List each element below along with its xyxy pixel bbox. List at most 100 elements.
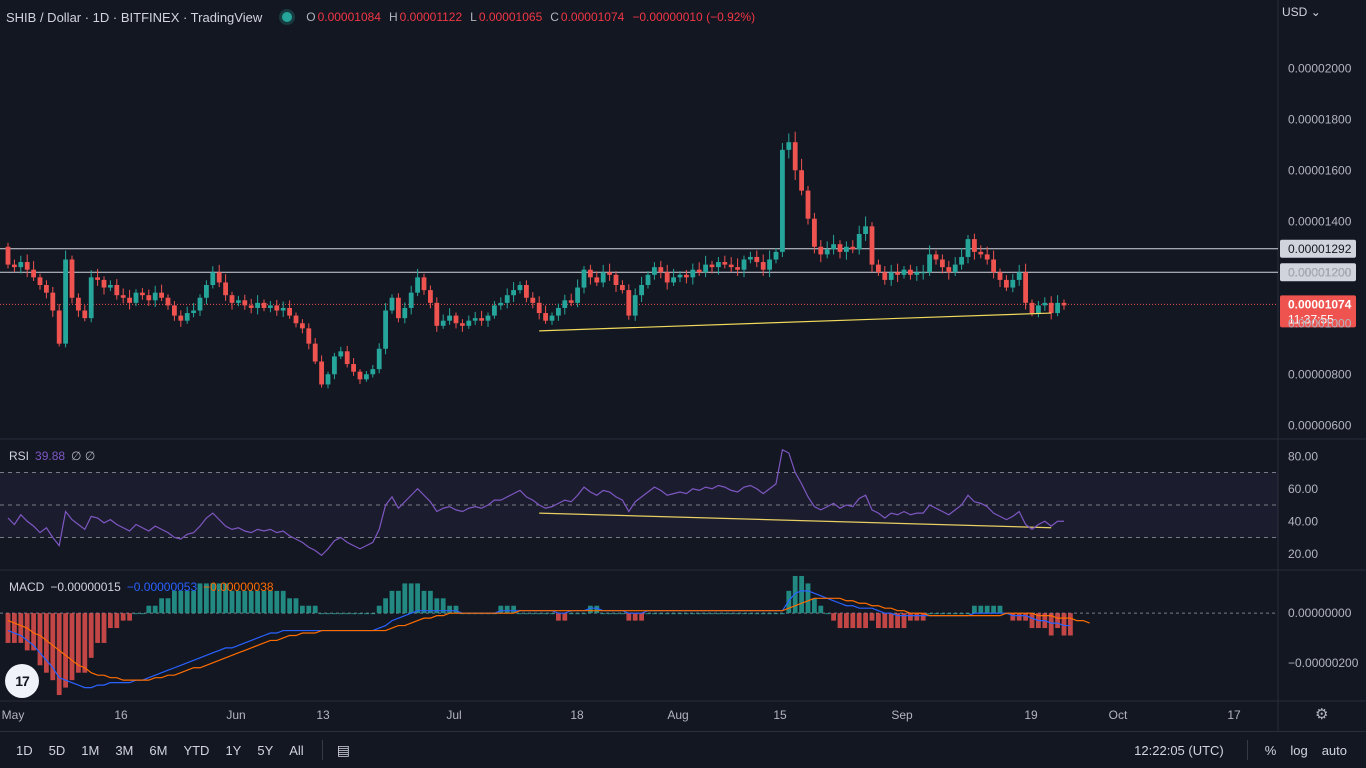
candle-body (140, 292, 145, 296)
macd-histogram-bar (293, 598, 299, 614)
candle-body (191, 310, 196, 314)
timeframe-button-1m[interactable]: 1M (81, 742, 100, 758)
candle-body (504, 295, 510, 303)
currency-selector[interactable]: USD ⌄ (1282, 5, 1321, 19)
candle-body (319, 361, 324, 385)
candle-body (671, 277, 676, 283)
currency-label: USD (1282, 5, 1308, 19)
macd-histogram-bar (837, 613, 843, 629)
divider (1246, 740, 1248, 760)
macd-histogram-bar (37, 613, 43, 666)
candle-body (460, 323, 465, 326)
clock[interactable]: 12:22:05 (UTC) (1134, 742, 1224, 758)
candle-body (434, 302, 440, 326)
gear-icon[interactable]: ⚙ (1315, 706, 1329, 723)
macd-histogram-bar (856, 613, 862, 629)
symbol-title[interactable]: SHIB / Dollar · 1D · BITFINEX · TradingV… (6, 9, 263, 25)
candle-body (735, 267, 740, 270)
candle-body (274, 305, 280, 311)
timeframe-button-all[interactable]: All (289, 742, 304, 758)
candle-body (492, 305, 497, 316)
auto-toggle[interactable]: auto (1321, 742, 1347, 758)
candle-body (709, 264, 715, 268)
macd-histogram-bar (869, 613, 875, 621)
percent-toggle[interactable]: % (1264, 742, 1277, 758)
candle-body (632, 295, 638, 316)
macd-histogram-bar (255, 590, 260, 614)
candle-body (108, 285, 113, 288)
macd-histogram-bar (709, 613, 715, 615)
macd-histogram-bar (581, 613, 587, 615)
rsi-label[interactable]: RSI (9, 449, 30, 463)
candlestick-series (5, 131, 1067, 389)
macd-histogram-bar (607, 613, 612, 615)
candle-body (626, 290, 632, 316)
timeframe-button-5d[interactable]: 5D (48, 742, 66, 758)
candle-body (344, 351, 350, 365)
macd-histogram-bar (18, 613, 24, 643)
macd-histogram-bar (415, 583, 420, 614)
tradingview-logo-icon[interactable]: 17 (5, 664, 39, 698)
log-toggle[interactable]: log (1290, 742, 1308, 758)
macd-histogram-bar (95, 613, 100, 643)
macd-histogram-bar (767, 613, 772, 615)
timeframe-button-6m[interactable]: 6M (149, 742, 168, 758)
rsi-band (0, 472, 1278, 538)
candle-body (1048, 302, 1054, 314)
macd-histogram-bar (1010, 613, 1016, 621)
candle-body (1042, 302, 1048, 306)
timeframe-button-3m[interactable]: 3M (115, 742, 134, 758)
timeframe-button-5y[interactable]: 5Y (257, 742, 274, 758)
candle-body (31, 269, 36, 278)
macd-histogram-bar (402, 583, 408, 614)
timeframe-button-1y[interactable]: 1Y (225, 742, 242, 758)
macd-histogram-bar (447, 605, 452, 614)
time-tick-label: 13 (316, 708, 330, 722)
chevron-down-icon: ⌄ (1310, 5, 1321, 19)
candle-body (402, 307, 408, 319)
macd-tick-label: −0.00000200 (1288, 656, 1359, 670)
candle-body (312, 343, 318, 362)
timeframe-button-ytd[interactable]: YTD (183, 742, 210, 758)
candle-body (888, 272, 894, 280)
macd-histogram-bar (991, 605, 996, 614)
macd-histogram-bar (274, 590, 280, 614)
candle-body (447, 315, 452, 321)
calendar-icon[interactable]: ▤ (336, 741, 350, 758)
macd-histogram-bar (888, 613, 894, 629)
divider (321, 740, 323, 760)
candle-body (248, 305, 254, 308)
candle-body (952, 264, 958, 273)
candle-body (357, 371, 363, 380)
macd-histogram-bar (210, 583, 216, 614)
candle-body (978, 251, 984, 255)
candle-body (338, 351, 344, 357)
candle-body (127, 297, 132, 303)
candle-body (440, 320, 446, 326)
macd-histogram-bar (524, 613, 529, 615)
macd-histogram-bar (1023, 613, 1028, 621)
macd-signal-line (7, 597, 1090, 681)
macd-histogram-bar (325, 613, 331, 615)
time-tick-label: 17 (1227, 708, 1241, 722)
last-price-label: 0.00001074 (1288, 297, 1352, 311)
macd-histogram-bar (863, 613, 868, 629)
macd-histogram-bar (536, 613, 542, 615)
timeframe-button-1d[interactable]: 1D (16, 742, 33, 758)
macd-histogram-bar (364, 613, 369, 615)
candle-body (728, 264, 734, 268)
candle-body (773, 251, 779, 260)
macd-histogram-bar (396, 590, 401, 614)
rsi-tick-label: 20.00 (1288, 547, 1318, 561)
candle-body (376, 348, 382, 370)
macd-histogram-bar (639, 613, 644, 621)
macd-histogram-bar (696, 613, 702, 615)
macd-histogram-bar (504, 605, 510, 614)
candle-body (658, 267, 664, 273)
macd-label[interactable]: MACD (9, 580, 45, 594)
candle-body (184, 313, 190, 321)
macd-histogram-bar (594, 605, 600, 614)
candle-body (1061, 302, 1067, 306)
